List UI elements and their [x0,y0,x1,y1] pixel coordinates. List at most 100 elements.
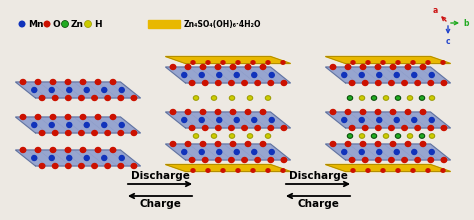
Ellipse shape [415,125,420,130]
Polygon shape [326,112,450,128]
Ellipse shape [405,64,411,70]
Text: Zn: Zn [71,20,84,29]
Ellipse shape [20,114,26,119]
Ellipse shape [200,64,206,70]
Ellipse shape [189,158,195,163]
Ellipse shape [415,158,420,163]
Ellipse shape [95,114,101,119]
Ellipse shape [415,81,420,86]
Ellipse shape [405,110,411,114]
Ellipse shape [62,20,69,28]
Ellipse shape [84,156,89,161]
Ellipse shape [429,96,435,100]
Ellipse shape [377,117,382,123]
Ellipse shape [229,134,235,138]
Ellipse shape [377,73,382,77]
Ellipse shape [429,117,434,123]
Ellipse shape [345,64,351,70]
Ellipse shape [32,123,37,128]
Ellipse shape [330,110,336,114]
Ellipse shape [363,158,368,163]
Polygon shape [326,57,450,64]
Ellipse shape [366,61,370,64]
Ellipse shape [441,158,447,163]
Ellipse shape [118,163,124,169]
Ellipse shape [80,114,86,119]
Ellipse shape [199,117,204,123]
Ellipse shape [200,141,206,147]
Ellipse shape [245,64,251,70]
Ellipse shape [182,150,187,154]
Ellipse shape [330,64,336,70]
Text: Charge: Charge [139,199,181,209]
Polygon shape [326,144,450,160]
Ellipse shape [211,134,217,138]
Ellipse shape [428,158,434,163]
Ellipse shape [211,96,217,100]
Polygon shape [165,112,291,128]
Ellipse shape [389,158,394,163]
Ellipse shape [67,123,72,128]
Ellipse shape [217,117,222,123]
Ellipse shape [185,110,191,114]
Ellipse shape [215,64,221,70]
Ellipse shape [35,147,41,152]
Ellipse shape [182,73,187,77]
Ellipse shape [412,117,417,123]
Ellipse shape [230,141,236,147]
Ellipse shape [268,125,273,130]
Ellipse shape [281,169,285,172]
Ellipse shape [185,141,191,147]
Ellipse shape [53,95,58,101]
Ellipse shape [193,134,199,138]
Ellipse shape [269,117,274,123]
Ellipse shape [351,61,355,64]
Ellipse shape [349,158,355,163]
Ellipse shape [110,79,116,84]
Ellipse shape [170,141,176,147]
Ellipse shape [394,150,399,154]
Ellipse shape [200,110,206,114]
Ellipse shape [349,125,355,130]
Ellipse shape [381,61,385,64]
Ellipse shape [247,134,253,138]
Ellipse shape [360,110,366,114]
Ellipse shape [383,96,389,100]
Ellipse shape [281,125,287,130]
Ellipse shape [281,158,287,163]
Ellipse shape [366,169,370,172]
Ellipse shape [234,73,239,77]
Ellipse shape [236,169,240,172]
Ellipse shape [131,163,137,169]
Ellipse shape [375,158,381,163]
Ellipse shape [363,81,368,86]
Ellipse shape [35,114,41,119]
Ellipse shape [39,163,45,169]
Ellipse shape [412,150,417,154]
Ellipse shape [441,61,445,64]
Polygon shape [165,165,291,172]
Ellipse shape [381,169,385,172]
Ellipse shape [191,61,195,64]
Ellipse shape [92,163,97,169]
Ellipse shape [230,64,236,70]
Ellipse shape [281,81,287,86]
Ellipse shape [53,163,58,169]
Ellipse shape [351,169,355,172]
Ellipse shape [65,114,71,119]
Text: O: O [53,20,61,29]
Ellipse shape [426,61,430,64]
Text: Mn: Mn [28,20,44,29]
Ellipse shape [216,158,221,163]
Ellipse shape [375,141,381,147]
Ellipse shape [265,96,271,100]
Ellipse shape [419,96,425,100]
Ellipse shape [377,150,382,154]
Ellipse shape [371,96,377,100]
Ellipse shape [105,130,110,136]
Ellipse shape [359,150,364,154]
Ellipse shape [65,163,71,169]
Text: Zn₄SO₄(OH)₆·4H₂O: Zn₄SO₄(OH)₆·4H₂O [184,20,262,29]
Ellipse shape [419,134,425,138]
Ellipse shape [359,96,365,100]
